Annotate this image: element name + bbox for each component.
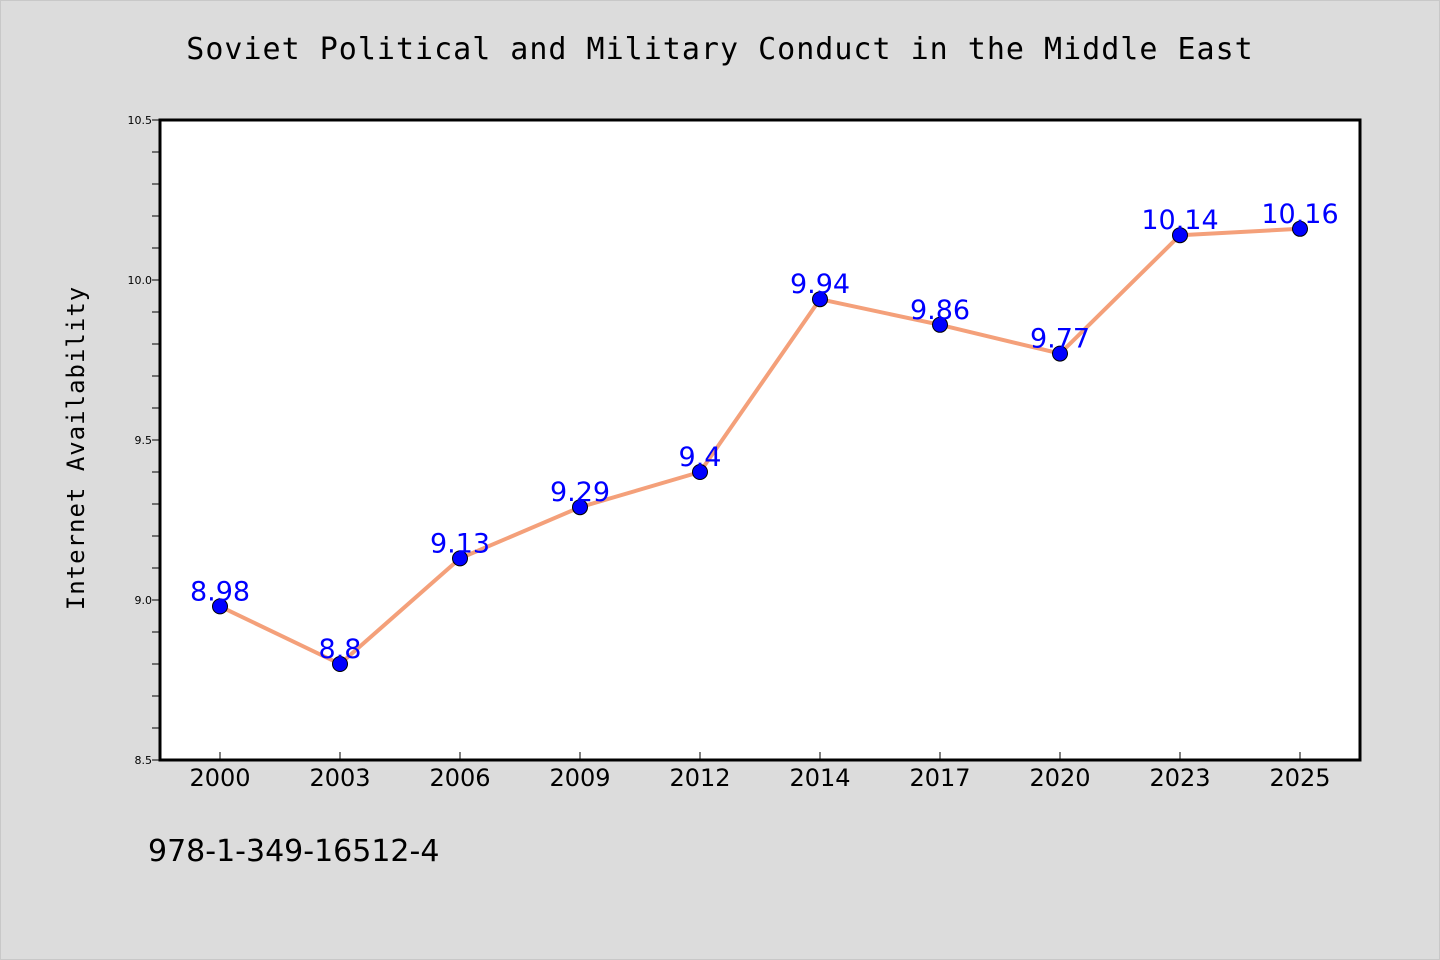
- x-tick-label: 2003: [309, 764, 370, 792]
- y-tick-label: 10.0: [128, 274, 153, 287]
- data-point: [692, 464, 708, 480]
- plot-area: [158, 118, 1362, 762]
- data-label: 9.77: [1030, 324, 1090, 355]
- data-point: [812, 291, 828, 308]
- series-group: 8.98 8.8 9.13 9.29 9.4 9.94 9.86 9.77 10.14 10.16: [190, 199, 1339, 672]
- x-tick-label: 2023: [1149, 764, 1210, 792]
- x-tick-label: 2025: [1269, 764, 1330, 792]
- data-label: 9.13: [430, 528, 490, 559]
- isbn-footnote: 978-1-349-16512-4: [148, 834, 440, 869]
- y-tick-label: 10.5: [128, 114, 153, 127]
- data-label: 9.4: [679, 442, 722, 473]
- data-point: [332, 656, 348, 672]
- chart-title: Soviet Political and Military Conduct in…: [186, 32, 1254, 67]
- x-tick-label: 2017: [909, 764, 970, 792]
- x-tick-label: 2012: [669, 764, 730, 792]
- data-label: 9.29: [550, 477, 610, 508]
- data-label: 9.86: [910, 295, 970, 326]
- y-tick-label: 9.5: [135, 434, 153, 447]
- series-line: [218, 226, 1302, 666]
- data-point: [572, 499, 588, 516]
- x-tick-label: 2020: [1029, 764, 1090, 792]
- data-point: [1052, 345, 1068, 362]
- y-tick-label: 9.0: [135, 594, 153, 607]
- y-axis: 8.5 9.0 9.5 10.0 10.5: [128, 114, 160, 767]
- x-axis: 2000 2003 2006 2009 2012 2014 2017 2020 2023 2025: [189, 752, 1331, 792]
- data-label: 9.94: [790, 269, 850, 300]
- x-tick-label: 2014: [789, 764, 850, 792]
- y-tick-label: 8.5: [135, 754, 153, 767]
- data-label: 10.14: [1141, 205, 1218, 236]
- data-point: [1292, 220, 1308, 237]
- data-point: [212, 598, 228, 615]
- data-point: [452, 550, 468, 567]
- data-point: [932, 316, 948, 333]
- data-label: 10.16: [1261, 199, 1338, 230]
- data-label: 8.98: [190, 576, 250, 607]
- x-tick-label: 2009: [549, 764, 610, 792]
- data-label: 8.8: [319, 634, 362, 665]
- data-point: [1172, 227, 1188, 244]
- x-tick-label: 2000: [189, 764, 250, 792]
- x-tick-label: 2006: [429, 764, 490, 792]
